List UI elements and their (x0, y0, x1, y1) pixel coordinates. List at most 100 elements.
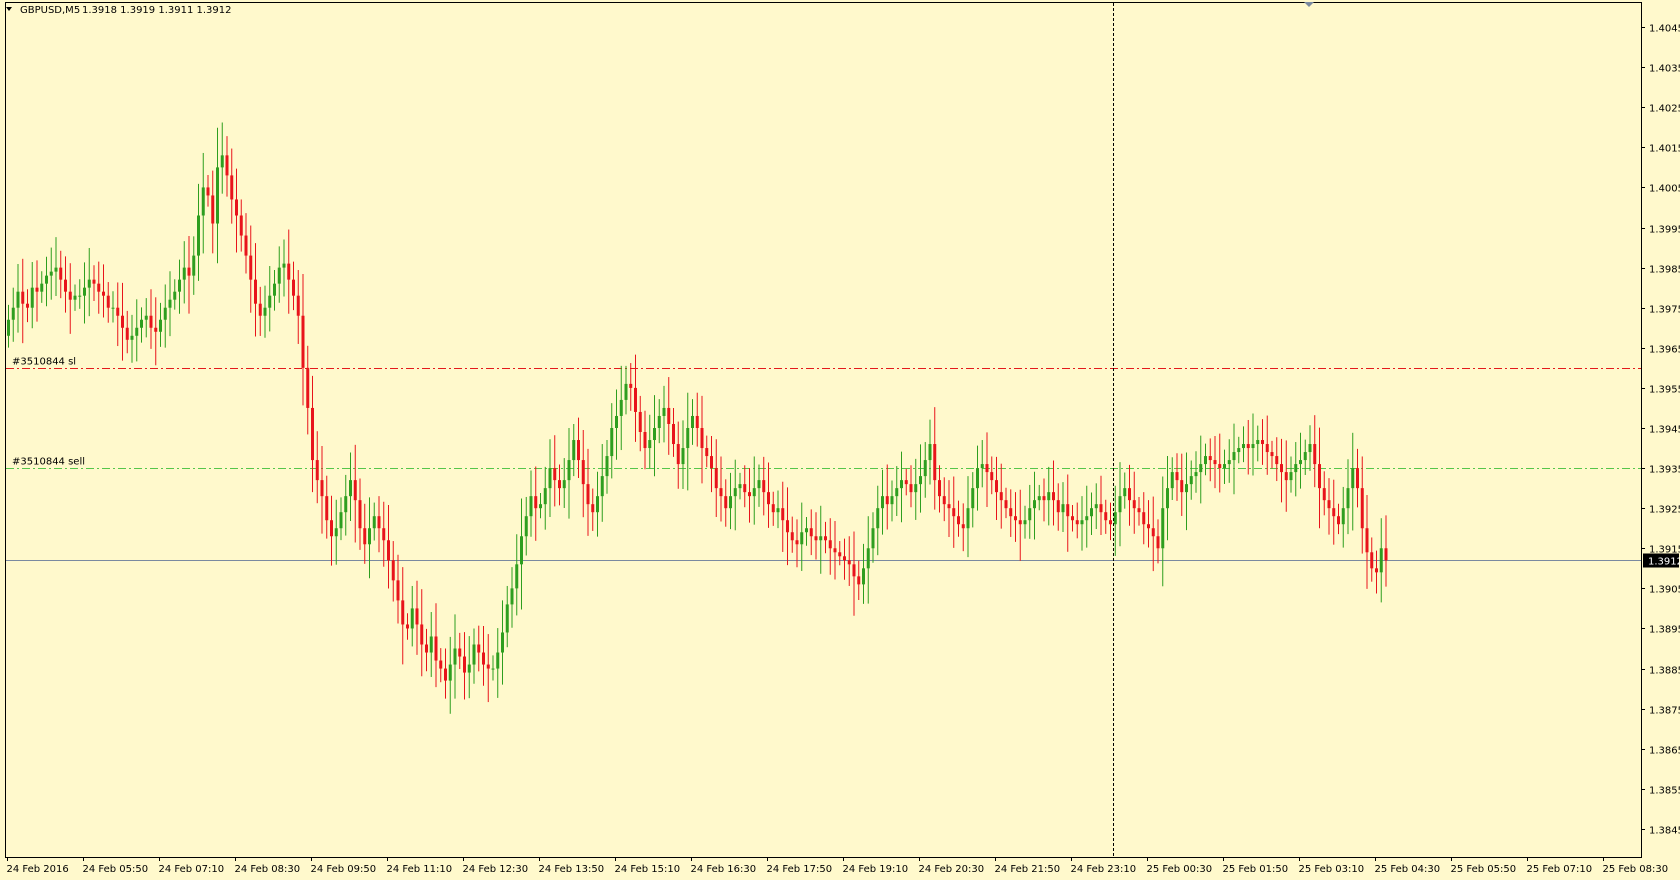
candle (1185, 452, 1188, 531)
candle (524, 496, 528, 556)
candle (254, 243, 257, 337)
candle (520, 498, 523, 610)
candle (752, 456, 756, 525)
candle (539, 492, 542, 519)
x-tick-label: 25 Feb 00:30 (1147, 864, 1213, 875)
candle (249, 225, 253, 313)
candle (1104, 499, 1108, 534)
y-tick-label: 1.3845 (1649, 826, 1680, 837)
candle (458, 632, 462, 670)
candle (971, 472, 975, 528)
y-tick-label: 1.3895 (1649, 625, 1680, 636)
candle (1284, 440, 1288, 512)
candle (282, 239, 286, 297)
candle (961, 503, 965, 552)
current-price-label: 1.3912 (1648, 557, 1680, 568)
candle (1232, 423, 1236, 495)
chart-shift-marker-icon[interactable] (1304, 2, 1314, 7)
candle (581, 430, 585, 518)
plot-frame (5, 2, 1642, 858)
candle (111, 291, 115, 323)
candle (890, 480, 894, 522)
candle (610, 403, 614, 479)
y-tick-label: 1.3995 (1649, 225, 1680, 236)
candle (928, 419, 932, 485)
candle (87, 247, 91, 317)
candle (501, 600, 504, 685)
candle (391, 541, 395, 602)
candle (1360, 456, 1364, 554)
candle (358, 478, 362, 550)
candle (543, 466, 547, 530)
y-tick-label: 1.3865 (1649, 746, 1680, 757)
candle (605, 440, 609, 494)
y-tick-label: 1.3965 (1649, 345, 1680, 356)
candle (287, 229, 291, 314)
candle (600, 444, 604, 522)
candle (301, 274, 305, 406)
candle (909, 465, 913, 508)
candle (510, 567, 514, 628)
candle (1375, 550, 1378, 594)
candle (857, 560, 861, 600)
candle (885, 464, 889, 530)
candle (173, 279, 177, 310)
candle (1332, 479, 1336, 545)
candle (1384, 515, 1388, 587)
candle (1004, 487, 1008, 519)
candle (486, 634, 490, 703)
x-tick-label: 24 Feb 07:10 (159, 864, 225, 875)
triangle-down-icon[interactable] (6, 7, 12, 11)
candle (1175, 453, 1179, 501)
candle (1061, 482, 1065, 533)
x-tick-label: 25 Feb 04:30 (1375, 864, 1441, 875)
candle (1337, 503, 1340, 535)
x-tick-label: 24 Feb 12:30 (463, 864, 529, 875)
candle (919, 444, 922, 513)
candle (824, 521, 827, 554)
candle (168, 271, 172, 337)
candle (838, 541, 842, 566)
current-price-tag: 1.3912 (1643, 553, 1680, 568)
candle (1099, 475, 1103, 535)
chart-symbol: GBPUSD,M5 (20, 5, 80, 16)
candle (1289, 456, 1293, 493)
candle (363, 503, 367, 564)
candle (368, 497, 371, 579)
candle (795, 519, 799, 568)
candle (1170, 457, 1174, 501)
candle (273, 270, 276, 311)
candle (258, 286, 262, 336)
candle (292, 261, 295, 311)
candle (990, 456, 994, 495)
candle (472, 628, 476, 684)
candle (738, 472, 742, 500)
candle (496, 628, 500, 698)
candle (1327, 478, 1331, 535)
candle (92, 265, 96, 301)
candle (562, 458, 566, 508)
candle (372, 502, 376, 541)
candle (1147, 500, 1150, 548)
candle (448, 636, 452, 714)
candle (68, 263, 72, 334)
y-tick-label: 1.3985 (1649, 265, 1680, 276)
candle (21, 258, 25, 344)
candle (197, 183, 200, 281)
y-tick-label: 1.3885 (1649, 666, 1680, 677)
candle (1142, 492, 1146, 545)
candle (667, 377, 671, 455)
candle (985, 432, 989, 507)
candle (619, 365, 623, 451)
x-tick-label: 24 Feb 16:30 (691, 864, 757, 875)
candle (1080, 496, 1084, 551)
candle (1028, 484, 1032, 539)
candle (235, 168, 238, 253)
candle (415, 580, 419, 655)
candle (463, 632, 466, 700)
candle (1180, 453, 1184, 516)
candle (947, 480, 951, 538)
candle (54, 237, 58, 297)
candle (700, 395, 704, 484)
candle (130, 314, 134, 363)
